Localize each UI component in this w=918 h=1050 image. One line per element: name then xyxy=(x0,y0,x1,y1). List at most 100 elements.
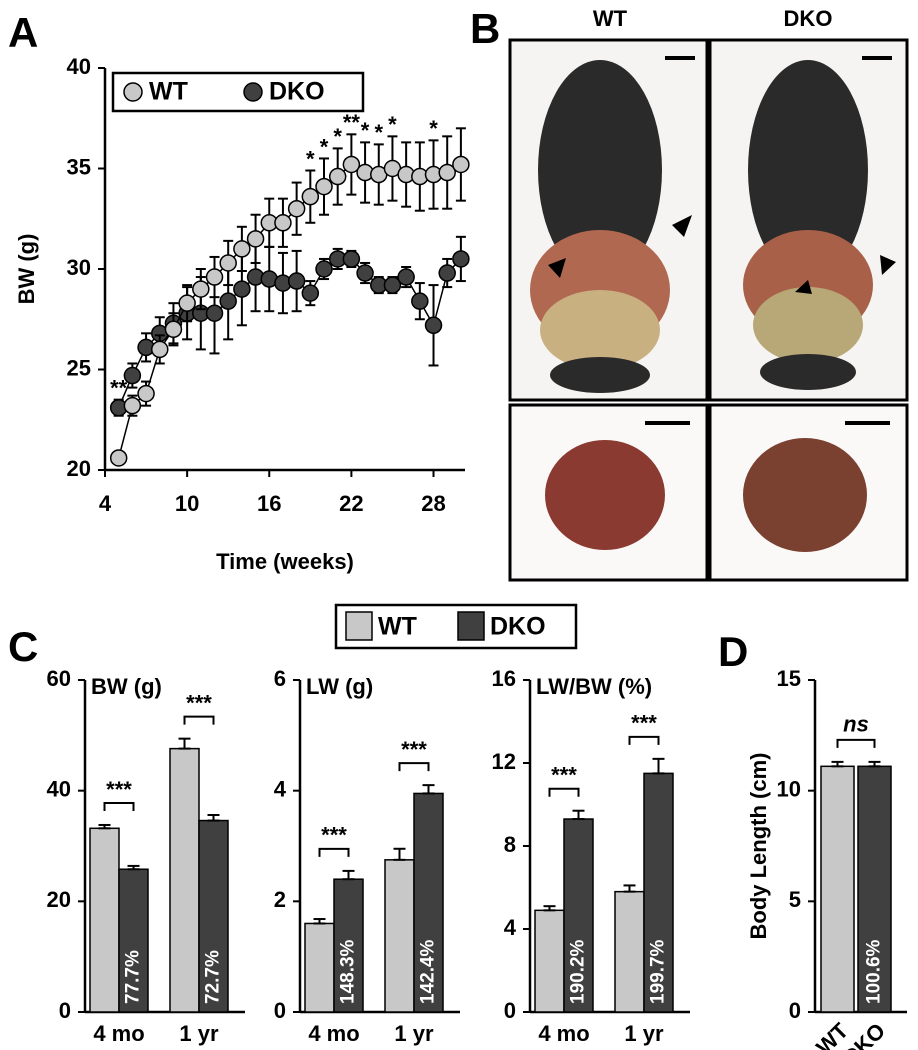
significance: * xyxy=(374,120,383,145)
significance: *** xyxy=(551,763,577,788)
x-tick-label: 22 xyxy=(339,491,363,516)
legend-label: DKO xyxy=(269,78,325,106)
legend-marker xyxy=(243,82,263,102)
bar xyxy=(413,792,444,1013)
data-point xyxy=(123,396,142,415)
data-point xyxy=(342,250,361,268)
ratio-label: 199.7% xyxy=(648,939,669,1004)
error-bar xyxy=(831,760,844,768)
data-point xyxy=(123,366,142,385)
x-axis-title: Time (weeks) xyxy=(216,549,354,574)
data-point xyxy=(109,449,128,467)
x-tick-label: 1 yr xyxy=(624,1021,664,1046)
y-tick-label: 0 xyxy=(504,998,516,1023)
significance: ** xyxy=(343,110,361,135)
bar xyxy=(384,859,415,1013)
bar xyxy=(118,868,149,1013)
x-tick-label: 1 yr xyxy=(179,1021,219,1046)
y-tick-label: 12 xyxy=(492,749,516,774)
bar xyxy=(89,827,120,1013)
data-point xyxy=(328,167,347,186)
x-tick-label: 1 yr xyxy=(394,1021,434,1046)
data-point xyxy=(219,254,237,272)
x-tick-label: 10 xyxy=(175,491,199,516)
x-tick-label: 16 xyxy=(257,491,281,516)
significance: *** xyxy=(631,711,657,736)
y-tick-label: 16 xyxy=(492,666,516,691)
error-bar xyxy=(422,784,435,795)
x-tick-label: 4 mo xyxy=(308,1021,359,1046)
column-label: DKO xyxy=(784,6,833,31)
y-tick-label: 60 xyxy=(47,666,71,691)
data-point xyxy=(438,264,456,282)
bar xyxy=(563,818,594,1013)
significance: *** xyxy=(186,690,212,715)
error-bar xyxy=(652,757,665,775)
data-point xyxy=(424,316,443,335)
error-bar xyxy=(543,905,556,912)
significance: * xyxy=(388,112,397,137)
y-tick-label: 20 xyxy=(47,887,71,912)
error-bar xyxy=(98,823,111,830)
bar xyxy=(820,765,855,1013)
significance: ** xyxy=(110,375,128,400)
significance-bracket xyxy=(628,735,660,745)
significance: * xyxy=(333,124,342,149)
data-point xyxy=(315,177,333,196)
error-bar xyxy=(127,864,140,871)
data-point xyxy=(301,187,320,206)
ratio-label: 100.6% xyxy=(864,939,885,1004)
data-point xyxy=(233,280,251,298)
column-label: WT xyxy=(593,6,628,31)
bar xyxy=(534,909,565,1013)
photo-wt-liver xyxy=(508,403,709,582)
panel-label: C xyxy=(8,623,38,670)
legend-label: WT xyxy=(378,613,417,641)
data-point xyxy=(287,199,306,218)
data-point xyxy=(315,260,333,278)
x-tick-label: 28 xyxy=(421,491,445,516)
x-tick-label: 4 xyxy=(99,491,112,516)
significance-bracket xyxy=(183,715,215,725)
data-point xyxy=(342,155,361,174)
data-point xyxy=(301,284,320,302)
y-tick-label: 30 xyxy=(67,255,91,280)
subplot-title: LW (g) xyxy=(306,674,373,699)
data-point xyxy=(274,214,292,232)
significance-bracket xyxy=(103,801,135,811)
significance: * xyxy=(429,116,438,141)
subplot-title: BW (g) xyxy=(91,674,162,699)
data-point xyxy=(383,276,402,294)
data-point xyxy=(164,320,183,339)
bar xyxy=(333,878,364,1013)
data-point xyxy=(246,230,265,248)
data-point xyxy=(287,272,306,290)
y-tick-label: 2 xyxy=(274,887,286,912)
significance-bracket xyxy=(836,738,876,748)
data-point xyxy=(205,304,224,322)
significance-bracket xyxy=(318,847,350,857)
y-tick-label: 40 xyxy=(47,776,71,801)
data-point xyxy=(411,292,429,310)
y-tick-label: 20 xyxy=(67,456,91,481)
y-tick-label: 0 xyxy=(59,998,71,1023)
error-bar xyxy=(178,737,191,750)
significance-bracket xyxy=(548,787,580,797)
y-tick-label: 0 xyxy=(274,998,286,1023)
ratio-label: 142.4% xyxy=(418,939,439,1004)
y-tick-label: 15 xyxy=(777,666,801,691)
significance: * xyxy=(320,134,329,159)
legend-box xyxy=(334,603,578,650)
photo-dko-liver xyxy=(708,403,909,582)
data-point xyxy=(438,163,456,182)
bar xyxy=(614,890,645,1013)
y-tick-label: 0 xyxy=(789,998,801,1023)
data-point xyxy=(452,250,470,268)
data-point xyxy=(219,292,237,310)
y-axis-title: Body Length (cm) xyxy=(746,753,771,940)
error-bar xyxy=(207,814,220,822)
y-axis-title: BW (g) xyxy=(14,234,39,305)
bar xyxy=(169,747,200,1013)
legend-swatch xyxy=(457,611,485,641)
